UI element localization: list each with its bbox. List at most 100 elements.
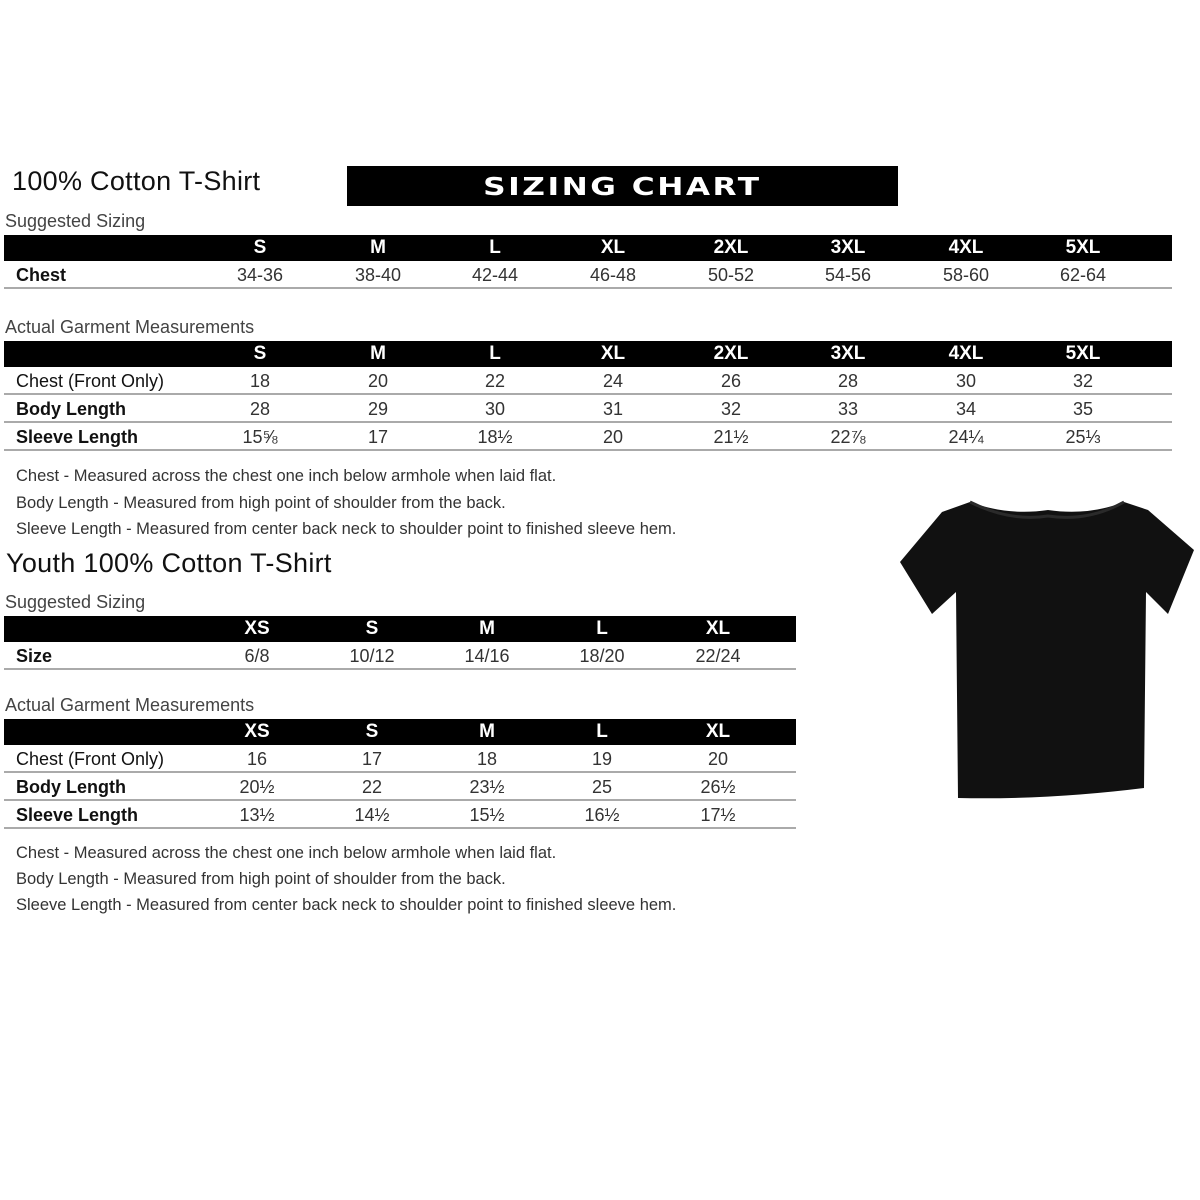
size-header-l: L	[489, 343, 501, 364]
table-cell: 29	[367, 399, 389, 419]
row-label: Body Length	[16, 777, 126, 797]
row-label: Chest (Front Only)	[16, 371, 165, 391]
row-divider	[4, 799, 796, 801]
table-row: Sleeve Length 13½ 14½ 15½ 16½ 17½	[4, 801, 796, 829]
table-cell: 6/8	[244, 646, 270, 666]
size-header-3xl: 3XL	[830, 237, 866, 258]
size-header-s: S	[253, 343, 267, 364]
table-cell: 62-64	[1059, 265, 1107, 285]
table-cell: 28	[249, 399, 271, 419]
row-divider	[4, 393, 1172, 395]
table-cell: 14/16	[464, 646, 510, 666]
table-cell: 22	[484, 371, 506, 391]
table-cell: 22/24	[695, 646, 741, 666]
table-row: Body Length 28 29 30 31 32 33 34 35	[4, 395, 1172, 423]
table-cell: 30	[484, 399, 506, 419]
table-cell: 32	[720, 399, 742, 419]
table-cell: 18/20	[579, 646, 625, 666]
row-divider	[4, 668, 796, 670]
table-cell: 18½	[477, 427, 513, 447]
table-cell: 46-48	[589, 265, 637, 285]
size-header-2xl: 2XL	[713, 237, 749, 258]
table-cell: 26	[720, 371, 742, 391]
size-header-xl: XL	[600, 343, 626, 364]
table-cell: 20	[707, 749, 729, 769]
row-divider	[4, 449, 1172, 451]
adult-title: 100% Cotton T-Shirt	[12, 166, 261, 196]
size-header-xl: XL	[705, 721, 731, 742]
row-label: Chest (Front Only)	[16, 749, 165, 769]
row-label: Size	[16, 646, 53, 666]
table-cell: 16½	[584, 805, 620, 825]
adult-note-sleeve: Sleeve Length - Measured from center bac…	[16, 520, 677, 538]
table-cell: 14½	[354, 805, 390, 825]
adult-actual-header-bar: S M L XL 2XL 3XL 4XL 5XL	[4, 341, 1172, 367]
table-cell: 19	[591, 749, 613, 769]
row-label: Sleeve Length	[16, 805, 139, 825]
table-cell: 34-36	[236, 265, 284, 285]
size-header-xl: XL	[705, 618, 731, 639]
youth-actual-label: Actual Garment Measurements	[5, 695, 255, 715]
table-cell: 26½	[700, 777, 736, 797]
youth-note-sleeve: Sleeve Length - Measured from center bac…	[16, 896, 677, 914]
table-cell: 25⅓	[1065, 427, 1101, 447]
adult-note-chest: Chest - Measured across the chest one in…	[16, 467, 557, 485]
table-cell: 33	[837, 399, 859, 419]
size-header-l: L	[596, 618, 608, 639]
youth-suggested-header-bar: XS S M L XL	[4, 616, 796, 642]
table-cell: 21½	[713, 427, 749, 447]
table-cell: 22	[361, 777, 383, 797]
table-cell: 23½	[469, 777, 505, 797]
row-label: Sleeve Length	[16, 427, 139, 447]
tshirt-collar	[969, 500, 1125, 519]
table-cell: 15⅝	[242, 427, 278, 447]
table-cell: 20	[367, 371, 389, 391]
table-cell: 42-44	[471, 265, 519, 285]
adult-note-body: Body Length - Measured from high point o…	[16, 494, 506, 512]
table-cell: 18	[476, 749, 498, 769]
table-cell: 18	[249, 371, 271, 391]
size-header-xl: XL	[600, 237, 626, 258]
adult-suggested-header-bar: S M L XL 2XL 3XL 4XL 5XL	[4, 235, 1172, 261]
row-divider	[4, 827, 796, 829]
table-row: Chest (Front Only) 16 17 18 19 20	[4, 745, 796, 773]
tshirt-shape	[900, 502, 1194, 799]
banner-text: SIZING CHART	[483, 171, 762, 201]
table-cell: 50-52	[707, 265, 755, 285]
row-label: Body Length	[16, 399, 126, 419]
size-header-xs: XS	[244, 618, 270, 639]
table-cell: 10/12	[349, 646, 395, 666]
row-divider	[4, 771, 796, 773]
size-header-4xl: 4XL	[948, 343, 984, 364]
youth-note-body: Body Length - Measured from high point o…	[16, 870, 506, 888]
table-row: Body Length 20½ 22 23½ 25 26½	[4, 773, 796, 801]
table-cell: 15½	[469, 805, 505, 825]
size-header-5xl: 5XL	[1065, 343, 1101, 364]
table-cell: 22⅞	[830, 427, 866, 447]
table-cell: 28	[837, 371, 859, 391]
table-cell: 24	[602, 371, 624, 391]
size-header-xs: XS	[244, 721, 270, 742]
youth-suggested-label: Suggested Sizing	[5, 592, 146, 612]
size-header-2xl: 2XL	[713, 343, 749, 364]
table-cell: 58-60	[942, 265, 990, 285]
size-header-m: M	[479, 618, 495, 639]
tshirt-image	[900, 500, 1194, 799]
size-header-s: S	[365, 721, 379, 742]
adult-actual-label: Actual Garment Measurements	[5, 317, 255, 337]
table-cell: 32	[1072, 371, 1094, 391]
table-cell: 25	[591, 777, 613, 797]
table-cell: 54-56	[824, 265, 872, 285]
table-cell: 16	[246, 749, 268, 769]
size-header-l: L	[596, 721, 608, 742]
table-cell: 13½	[239, 805, 275, 825]
table-row: Chest (Front Only) 18 20 22 24 26 28 30 32	[4, 367, 1172, 395]
table-cell: 34	[955, 399, 977, 419]
table-cell: 17	[361, 749, 383, 769]
youth-title: Youth 100% Cotton T-Shirt	[6, 548, 332, 578]
row-divider	[4, 287, 1172, 289]
table-row: Chest 34-36 38-40 42-44 46-48 50-52 54-56 58-60…	[4, 261, 1172, 289]
size-header-m: M	[370, 237, 386, 258]
table-cell: 30	[955, 371, 977, 391]
size-header-m: M	[370, 343, 386, 364]
